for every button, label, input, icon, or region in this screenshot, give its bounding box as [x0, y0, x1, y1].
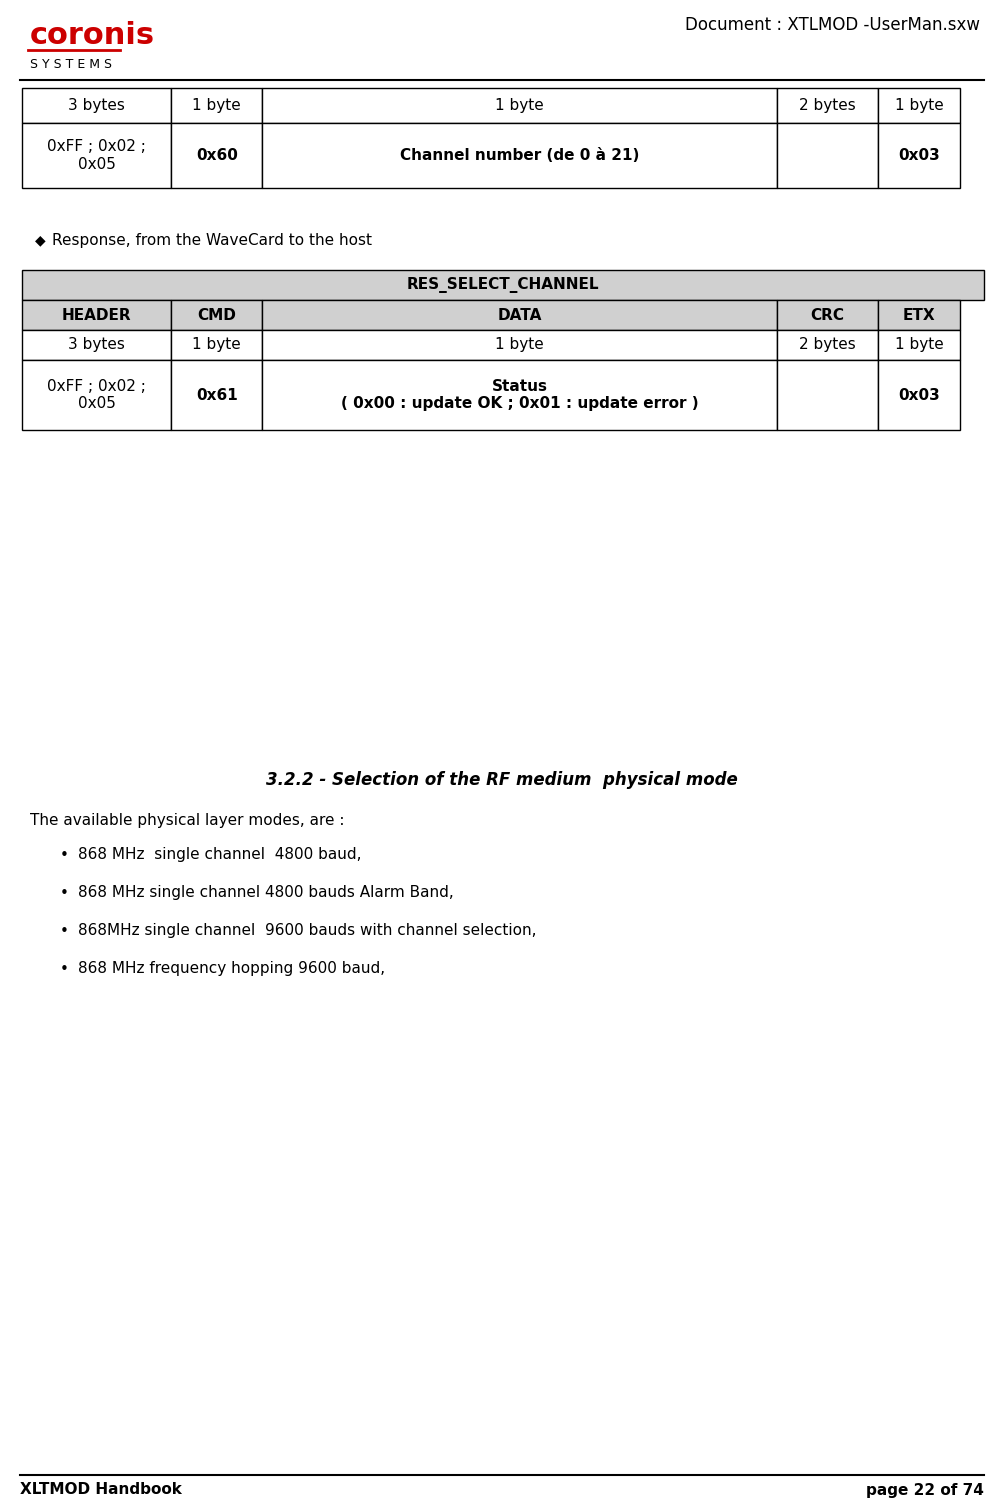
- Text: HEADER: HEADER: [61, 308, 131, 323]
- Bar: [171, 122, 262, 189]
- Text: 3.2.2 - Selection of the RF medium  physical mode: 3.2.2 - Selection of the RF medium physi…: [266, 772, 737, 790]
- Bar: [22, 331, 171, 359]
- Bar: [22, 359, 171, 430]
- Bar: [776, 359, 878, 430]
- Text: •: •: [60, 924, 69, 939]
- Bar: [171, 300, 262, 331]
- Bar: [22, 122, 171, 189]
- Text: DATA: DATA: [497, 308, 542, 323]
- Text: Channel number (de 0 à 21): Channel number (de 0 à 21): [400, 148, 639, 163]
- Text: The available physical layer modes, are :: The available physical layer modes, are …: [30, 812, 344, 827]
- Text: 868 MHz single channel 4800 bauds Alarm Band,: 868 MHz single channel 4800 bauds Alarm …: [78, 885, 453, 900]
- Text: 868MHz single channel  9600 bauds with channel selection,: 868MHz single channel 9600 bauds with ch…: [78, 924, 536, 939]
- Text: 1 byte: 1 byte: [193, 98, 241, 113]
- Text: 3 bytes: 3 bytes: [68, 98, 124, 113]
- Text: 3 bytes: 3 bytes: [68, 338, 124, 352]
- Text: •: •: [60, 885, 69, 900]
- Text: 0xFF ; 0x02 ;
0x05: 0xFF ; 0x02 ; 0x05: [47, 139, 145, 172]
- Text: coronis: coronis: [30, 21, 155, 50]
- Bar: [878, 122, 959, 189]
- Text: CMD: CMD: [198, 308, 236, 323]
- Bar: [776, 122, 878, 189]
- Text: 1 byte: 1 byte: [894, 98, 943, 113]
- Text: S Y S T E M S: S Y S T E M S: [30, 59, 112, 71]
- Text: 2 bytes: 2 bytes: [798, 338, 856, 352]
- Bar: [22, 88, 171, 122]
- Text: •: •: [60, 847, 69, 862]
- Text: ◆: ◆: [35, 233, 45, 248]
- Text: 0x03: 0x03: [898, 148, 939, 163]
- Text: 1 byte: 1 byte: [494, 338, 544, 352]
- Text: 0xFF ; 0x02 ;
0x05: 0xFF ; 0x02 ; 0x05: [47, 379, 145, 411]
- Text: 1 byte: 1 byte: [894, 338, 943, 352]
- Bar: [171, 331, 262, 359]
- Text: 1 byte: 1 byte: [193, 338, 241, 352]
- Text: 2 bytes: 2 bytes: [798, 98, 856, 113]
- Text: XLTMOD Handbook: XLTMOD Handbook: [20, 1483, 182, 1498]
- Bar: [262, 331, 776, 359]
- Bar: [262, 122, 776, 189]
- Text: 0x61: 0x61: [196, 388, 238, 403]
- Bar: [262, 359, 776, 430]
- Bar: [776, 88, 878, 122]
- Text: 0x60: 0x60: [196, 148, 238, 163]
- Bar: [878, 300, 959, 331]
- Bar: [262, 300, 776, 331]
- Bar: [776, 300, 878, 331]
- Bar: [22, 300, 171, 331]
- Bar: [878, 359, 959, 430]
- Bar: [22, 270, 983, 300]
- Text: RES_SELECT_CHANNEL: RES_SELECT_CHANNEL: [406, 276, 599, 293]
- Text: Response, from the WaveCard to the host: Response, from the WaveCard to the host: [52, 233, 372, 248]
- Bar: [262, 88, 776, 122]
- Text: 868 MHz  single channel  4800 baud,: 868 MHz single channel 4800 baud,: [78, 847, 361, 862]
- Bar: [776, 331, 878, 359]
- Bar: [878, 331, 959, 359]
- Text: 868 MHz frequency hopping 9600 baud,: 868 MHz frequency hopping 9600 baud,: [78, 962, 385, 977]
- Text: ETX: ETX: [902, 308, 935, 323]
- Text: •: •: [60, 962, 69, 977]
- Text: Status
( 0x00 : update OK ; 0x01 : update error ): Status ( 0x00 : update OK ; 0x01 : updat…: [341, 379, 698, 411]
- Text: 1 byte: 1 byte: [494, 98, 544, 113]
- Text: 0x03: 0x03: [898, 388, 939, 403]
- Text: CRC: CRC: [809, 308, 844, 323]
- Bar: [171, 88, 262, 122]
- Text: page 22 of 74: page 22 of 74: [866, 1483, 983, 1498]
- Bar: [171, 359, 262, 430]
- Text: Document : XTLMOD -UserMan.sxw: Document : XTLMOD -UserMan.sxw: [684, 17, 979, 35]
- Bar: [878, 88, 959, 122]
